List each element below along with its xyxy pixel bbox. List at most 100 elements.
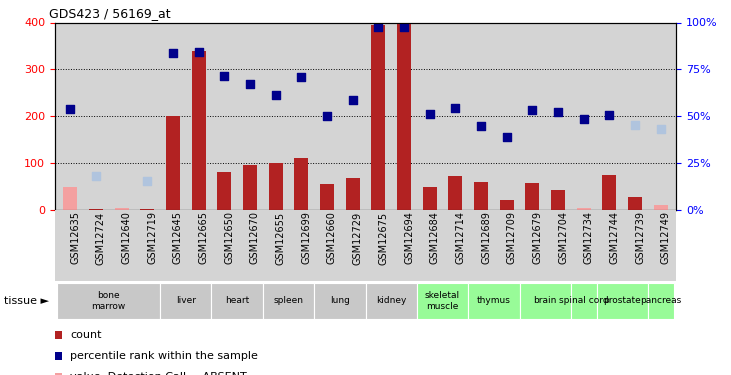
Bar (366, 283, 417, 319)
Text: pancreas: pancreas (640, 296, 681, 305)
Text: count: count (70, 330, 102, 340)
Point (450, 105, 461, 111)
Bar (648, 283, 673, 319)
Text: GSM12719: GSM12719 (147, 211, 157, 264)
Bar (346, 178, 360, 210)
Bar (577, 208, 591, 210)
Point (629, 122, 641, 128)
Point (270, 92, 281, 98)
Bar (115, 208, 129, 210)
Point (604, 112, 616, 118)
Text: GSM12749: GSM12749 (661, 211, 671, 264)
Text: brain: brain (534, 296, 557, 305)
Bar (295, 158, 308, 210)
Bar (320, 184, 334, 210)
Bar (217, 172, 231, 210)
Text: GSM12734: GSM12734 (584, 211, 594, 264)
Bar (602, 175, 616, 210)
Text: skeletal
muscle: skeletal muscle (425, 291, 460, 310)
Text: GSM12655: GSM12655 (276, 211, 286, 264)
Point (398, 24, 410, 30)
Bar (55, 210, 676, 281)
Text: percentile rank within the sample: percentile rank within the sample (70, 351, 258, 361)
Point (526, 107, 538, 113)
Text: spinal cord: spinal cord (559, 296, 608, 305)
Bar (140, 209, 154, 210)
Point (295, 74, 307, 80)
Point (244, 81, 256, 87)
Text: GSM12689: GSM12689 (481, 211, 491, 264)
Text: GSM12724: GSM12724 (96, 211, 106, 264)
Point (64, 106, 76, 112)
Text: GSM12635: GSM12635 (70, 211, 80, 264)
Point (552, 109, 564, 115)
Point (388, 119, 400, 125)
Bar (397, 22, 411, 210)
Text: lung: lung (330, 296, 349, 305)
Bar (63, 187, 77, 210)
Text: GSM12675: GSM12675 (379, 211, 388, 264)
Text: liver: liver (175, 296, 196, 305)
Point (167, 50, 179, 55)
Text: GSM12704: GSM12704 (558, 211, 568, 264)
Point (141, 178, 153, 184)
Text: GSM12670: GSM12670 (250, 211, 260, 264)
Bar (211, 283, 263, 319)
Bar (263, 283, 314, 319)
Point (424, 111, 436, 117)
Bar (243, 165, 257, 210)
Bar (596, 283, 648, 319)
Text: GSM12729: GSM12729 (352, 211, 363, 264)
Text: value, Detection Call = ABSENT: value, Detection Call = ABSENT (70, 372, 247, 375)
Text: GSM12650: GSM12650 (224, 211, 234, 264)
Text: GSM12714: GSM12714 (455, 211, 466, 264)
Bar (166, 116, 180, 210)
Point (346, 97, 358, 103)
Bar (160, 283, 211, 319)
Text: GSM12694: GSM12694 (404, 211, 414, 264)
Text: GSM12684: GSM12684 (430, 211, 439, 264)
Text: GDS423 / 56169_at: GDS423 / 56169_at (48, 7, 170, 20)
Text: GSM12645: GSM12645 (173, 211, 183, 264)
Bar (314, 283, 366, 319)
Point (321, 113, 333, 119)
Bar (474, 182, 488, 210)
Point (219, 74, 230, 80)
Bar (526, 183, 539, 210)
Text: spleen: spleen (273, 296, 303, 305)
Bar (654, 206, 668, 210)
Text: GSM12640: GSM12640 (121, 211, 132, 264)
Point (655, 126, 667, 132)
Bar (371, 25, 385, 210)
Bar (192, 51, 205, 210)
Bar (448, 176, 463, 210)
Bar (89, 209, 103, 210)
Bar (551, 190, 565, 210)
Point (501, 134, 512, 140)
Point (475, 123, 487, 129)
Text: GSM12744: GSM12744 (610, 211, 619, 264)
Point (373, 24, 385, 30)
Text: GSM12679: GSM12679 (532, 211, 542, 264)
Bar (628, 197, 642, 210)
Bar (58, 283, 160, 319)
Text: thymus: thymus (477, 296, 511, 305)
Bar (500, 200, 514, 210)
Text: prostate: prostate (603, 296, 641, 305)
Bar (268, 163, 283, 210)
Point (193, 49, 205, 55)
Text: GSM12739: GSM12739 (635, 211, 645, 264)
Text: GSM12709: GSM12709 (507, 211, 517, 264)
Bar (468, 283, 520, 319)
Text: heart: heart (225, 296, 249, 305)
Bar (520, 283, 571, 319)
Bar (571, 283, 596, 319)
Point (578, 116, 590, 122)
Text: kidney: kidney (376, 296, 406, 305)
Text: tissue ►: tissue ► (4, 296, 49, 306)
Bar (423, 187, 436, 210)
Text: GSM12665: GSM12665 (199, 211, 208, 264)
Text: bone
marrow: bone marrow (91, 291, 126, 310)
Point (90, 173, 102, 179)
Text: GSM12699: GSM12699 (301, 211, 311, 264)
